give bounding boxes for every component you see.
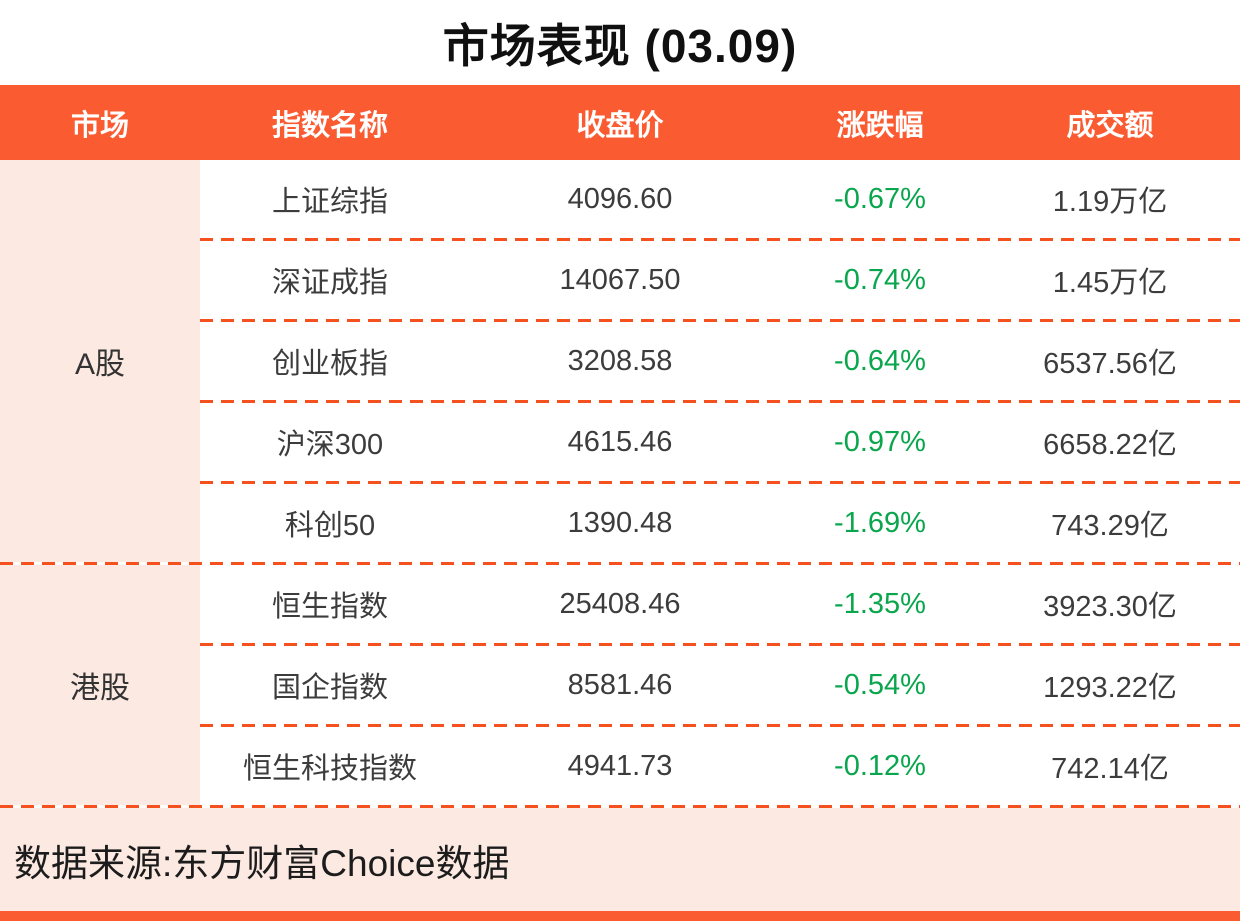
market-section: 港股 恒生指数 25408.46 -1.35% 3923.30亿国企指数 8581.46 -… bbox=[0, 565, 1240, 805]
section-rows: 恒生指数 25408.46 -1.35% 3923.30亿国企指数 8581.46 -0.… bbox=[200, 565, 1240, 805]
market-label: 港股 bbox=[0, 565, 200, 805]
turnover: 1.45万亿 bbox=[1052, 267, 1168, 299]
footer: 数据来源:东方财富Choice数据 bbox=[0, 808, 1240, 911]
row-divider bbox=[200, 319, 1240, 322]
change-percent: -0.74% bbox=[834, 263, 926, 296]
index-name: 深证成指 bbox=[271, 267, 388, 299]
close-price: 1390.48 bbox=[567, 506, 673, 539]
close-price: 3208.58 bbox=[567, 344, 673, 377]
table-body: A股 上证综指 4096.60 -0.67% 1.19万亿深证成指 14067.50 -0.… bbox=[0, 160, 1240, 808]
turnover: 1293.22亿 bbox=[1043, 672, 1177, 704]
column-header-close: 收盘价 bbox=[576, 109, 664, 142]
change-percent: -0.67% bbox=[834, 182, 926, 215]
close-price: 4096.60 bbox=[567, 182, 673, 215]
turnover: 3923.30亿 bbox=[1043, 591, 1177, 623]
row-divider bbox=[200, 724, 1240, 727]
close-price: 4615.46 bbox=[567, 425, 673, 458]
row-divider bbox=[200, 481, 1240, 484]
index-name: 国企指数 bbox=[271, 672, 388, 704]
section-divider bbox=[0, 562, 1240, 565]
section-divider bbox=[0, 805, 1240, 808]
column-header-market: 市场 bbox=[70, 109, 129, 142]
close-price: 4941.73 bbox=[567, 749, 673, 782]
change-percent: -1.35% bbox=[834, 587, 926, 620]
table-row: 上证综指 4096.60 -0.67% 1.19万亿 bbox=[200, 160, 1240, 238]
page-title: 市场表现 (03.09) bbox=[442, 19, 798, 72]
bottom-accent-bar bbox=[0, 911, 1240, 921]
row-divider bbox=[200, 643, 1240, 646]
table-row: 国企指数 8581.46 -0.54% 1293.22亿 bbox=[200, 646, 1240, 724]
turnover: 1.19万亿 bbox=[1052, 186, 1168, 218]
change-percent: -0.97% bbox=[834, 425, 926, 458]
table-row: 恒生科技指数 4941.73 -0.12% 742.14亿 bbox=[200, 727, 1240, 805]
table-row: 沪深300 4615.46 -0.97% 6658.22亿 bbox=[200, 403, 1240, 481]
table-row: 科创50 1390.48 -1.69% 743.29亿 bbox=[200, 484, 1240, 562]
turnover: 742.14亿 bbox=[1051, 753, 1169, 785]
section-rows: 上证综指 4096.60 -0.67% 1.19万亿深证成指 14067.50 -0.74… bbox=[200, 160, 1240, 562]
column-header-index-name: 指数名称 bbox=[271, 109, 388, 142]
index-name: 恒生指数 bbox=[271, 591, 388, 623]
change-percent: -0.64% bbox=[834, 344, 926, 377]
row-divider bbox=[200, 238, 1240, 241]
index-name: 沪深300 bbox=[276, 429, 384, 461]
data-source-text: 数据来源:东方财富Choice数据 bbox=[14, 842, 510, 884]
table-row: 深证成指 14067.50 -0.74% 1.45万亿 bbox=[200, 241, 1240, 319]
turnover: 743.29亿 bbox=[1051, 510, 1169, 542]
market-section: A股 上证综指 4096.60 -0.67% 1.19万亿深证成指 14067.50 -0.… bbox=[0, 160, 1240, 562]
index-name: 科创50 bbox=[284, 510, 376, 542]
column-header-turnover: 成交额 bbox=[1066, 109, 1154, 142]
change-percent: -0.54% bbox=[834, 668, 926, 701]
index-name: 创业板指 bbox=[271, 348, 388, 380]
change-percent: -1.69% bbox=[834, 506, 926, 539]
table-row: 恒生指数 25408.46 -1.35% 3923.30亿 bbox=[200, 565, 1240, 643]
index-name: 恒生科技指数 bbox=[242, 753, 417, 785]
column-header-change: 涨跌幅 bbox=[836, 109, 924, 142]
market-label: A股 bbox=[0, 160, 200, 562]
change-percent: -0.12% bbox=[834, 749, 926, 782]
close-price: 25408.46 bbox=[559, 587, 681, 620]
table-header: 市场 指数名称 收盘价 涨跌幅 成交额 bbox=[0, 85, 1240, 160]
turnover: 6658.22亿 bbox=[1043, 429, 1177, 461]
table-row: 创业板指 3208.58 -0.64% 6537.56亿 bbox=[200, 322, 1240, 400]
row-divider bbox=[200, 400, 1240, 403]
turnover: 6537.56亿 bbox=[1043, 348, 1177, 380]
close-price: 14067.50 bbox=[559, 263, 681, 296]
close-price: 8581.46 bbox=[567, 668, 673, 701]
index-name: 上证综指 bbox=[271, 186, 388, 218]
